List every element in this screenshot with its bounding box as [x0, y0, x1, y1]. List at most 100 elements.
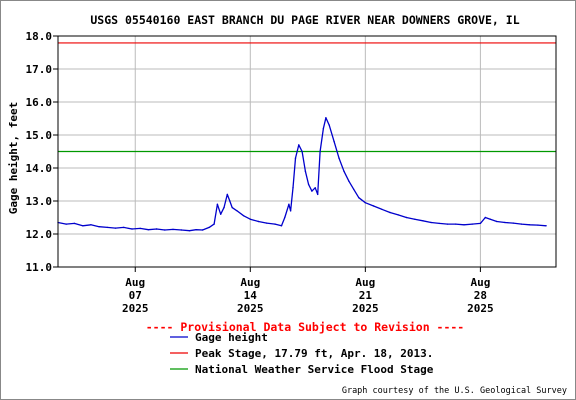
revision-note: ---- Provisional Data Subject to Revisio…: [146, 320, 465, 334]
y-tick-label: 13.0: [26, 195, 53, 208]
gage-height-point: [164, 229, 166, 231]
x-tick-date: 07: [129, 289, 142, 302]
gage-height-point: [284, 216, 286, 219]
gage-height-point: [338, 157, 340, 159]
gage-height-point: [529, 224, 531, 226]
gage-height-point: [180, 229, 182, 231]
gage-height-point: [545, 225, 547, 227]
y-tick-label: 18.0: [26, 30, 53, 43]
gage-height-point: [353, 188, 355, 191]
gage-height-point: [106, 226, 109, 229]
gage-height-point: [343, 170, 345, 172]
gage-height-point: [216, 203, 219, 205]
gage-height-point: [155, 228, 158, 230]
gage-height-point: [317, 193, 319, 196]
gage-height-point: [537, 224, 539, 226]
gage-height-point: [236, 210, 238, 212]
gage-height-point: [231, 206, 233, 209]
gage-height-point: [307, 183, 310, 186]
gage-height-point: [131, 228, 133, 230]
grid: [58, 35, 556, 268]
gage-height-point: [243, 215, 245, 217]
gage-height-point: [364, 202, 366, 204]
x-tick-date: 21: [359, 289, 373, 302]
plot-frame: [57, 35, 557, 268]
gage-height-point: [123, 226, 125, 229]
gage-height-point: [381, 208, 383, 210]
x-tick-month: Aug: [470, 276, 490, 289]
legend-label: Gage height: [195, 331, 268, 344]
y-tick-label: 11.0: [26, 261, 53, 274]
gage-height-point: [489, 218, 491, 220]
y-tick-labels: 11.0 12.0 13.0 14.0 15.0 16.0 17.0 18.0: [26, 30, 58, 274]
gage-height-point: [274, 223, 276, 225]
gage-height-point: [298, 144, 300, 146]
gage-height-point: [266, 222, 268, 224]
legend-label: Peak Stage, 17.79 ft, Apr. 18, 2013.: [195, 347, 433, 360]
gage-height-point: [455, 223, 457, 225]
gage-height-point: [220, 213, 222, 215]
gage-height-point: [372, 205, 375, 207]
gage-height-point: [65, 223, 67, 225]
gage-height-point: [292, 187, 294, 189]
gage-height-point: [422, 220, 424, 222]
gage-height-point: [348, 180, 350, 182]
gage-height-point: [358, 197, 360, 199]
legend-label: National Weather Service Flood Stage: [195, 363, 434, 376]
y-tick-label: 14.0: [26, 162, 53, 175]
gage-height-point: [82, 225, 84, 227]
chart-title: USGS 05540160 EAST BRANCH DU PAGE RIVER …: [90, 13, 519, 27]
gage-height-point: [311, 190, 313, 192]
gage-height-point: [257, 220, 260, 223]
gage-height-point: [188, 230, 191, 232]
gage-height-point: [208, 226, 210, 229]
x-tick-date: 14: [244, 289, 258, 302]
gage-height-point: [294, 157, 297, 159]
gage-height-point: [405, 216, 408, 219]
gage-height-point: [520, 223, 523, 225]
gage-height-point: [430, 221, 432, 224]
y-tick-label: 15.0: [26, 129, 53, 142]
y-tick-label: 17.0: [26, 63, 53, 76]
gage-height-point: [484, 216, 486, 219]
gage-height-series-line: [57, 117, 547, 232]
x-tick-month: Aug: [240, 276, 260, 289]
gage-height-point: [195, 229, 197, 231]
y-axis-label: Gage height, feet: [7, 102, 20, 215]
gage-height-point: [289, 210, 292, 212]
gage-height-point: [414, 218, 416, 220]
x-tick-year: 2025: [467, 302, 494, 315]
gage-height-point: [479, 222, 482, 225]
gage-height-point: [333, 140, 335, 143]
x-tick-year: 2025: [237, 302, 264, 315]
gage-height-point: [322, 127, 325, 130]
gage-height-point: [147, 229, 150, 231]
gage-height-point: [226, 193, 228, 196]
gage-height-point: [438, 222, 440, 225]
gage-height-point: [172, 228, 174, 231]
x-tick-date: 28: [474, 289, 487, 302]
gage-height-point: [328, 124, 330, 126]
gage-height-point: [496, 220, 498, 223]
gage-height-point: [114, 227, 117, 229]
gage-height-point: [446, 223, 449, 225]
x-tick-month: Aug: [355, 276, 375, 289]
gage-height-point: [98, 226, 100, 228]
gage-height-point: [201, 229, 204, 231]
gage-height-point: [463, 224, 465, 226]
gage-height-point: [301, 150, 303, 153]
gage-height-point: [314, 187, 316, 189]
gage-height-point: [229, 200, 231, 202]
gage-height-point: [389, 211, 391, 214]
gage-height-point: [397, 214, 399, 216]
gage-height-point: [223, 206, 225, 209]
legend: Gage height Peak Stage, 17.79 ft, Apr. 18…: [170, 331, 434, 376]
gage-height-point: [319, 150, 321, 153]
y-tick-label: 16.0: [26, 96, 53, 109]
gage-height-point: [288, 203, 290, 205]
x-tick-month: Aug: [125, 276, 145, 289]
gage-height-point: [249, 218, 251, 220]
